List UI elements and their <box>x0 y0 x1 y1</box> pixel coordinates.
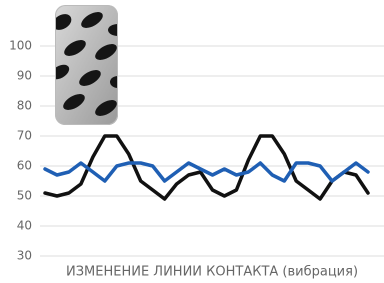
y-tick-label: 40 <box>17 219 32 233</box>
y-tick-label: 80 <box>17 99 32 113</box>
y-tick-label: 50 <box>17 189 32 203</box>
x-axis-label: ИЗМЕНЕНИЕ ЛИНИИ КОНТАКТА (вибрация) <box>66 265 358 280</box>
y-tick-label: 30 <box>17 249 32 263</box>
y-tick-label: 70 <box>17 129 32 143</box>
y-tick-label: 60 <box>17 159 32 173</box>
photo <box>48 5 128 125</box>
y-tick-label: 90 <box>17 69 32 83</box>
chart: 30 40 50 60 70 80 90 100 ИЗМЕНЕНИЕ ЛИНИИ КОНТАК… <box>0 0 384 283</box>
y-tick-label: 100 <box>9 39 32 53</box>
